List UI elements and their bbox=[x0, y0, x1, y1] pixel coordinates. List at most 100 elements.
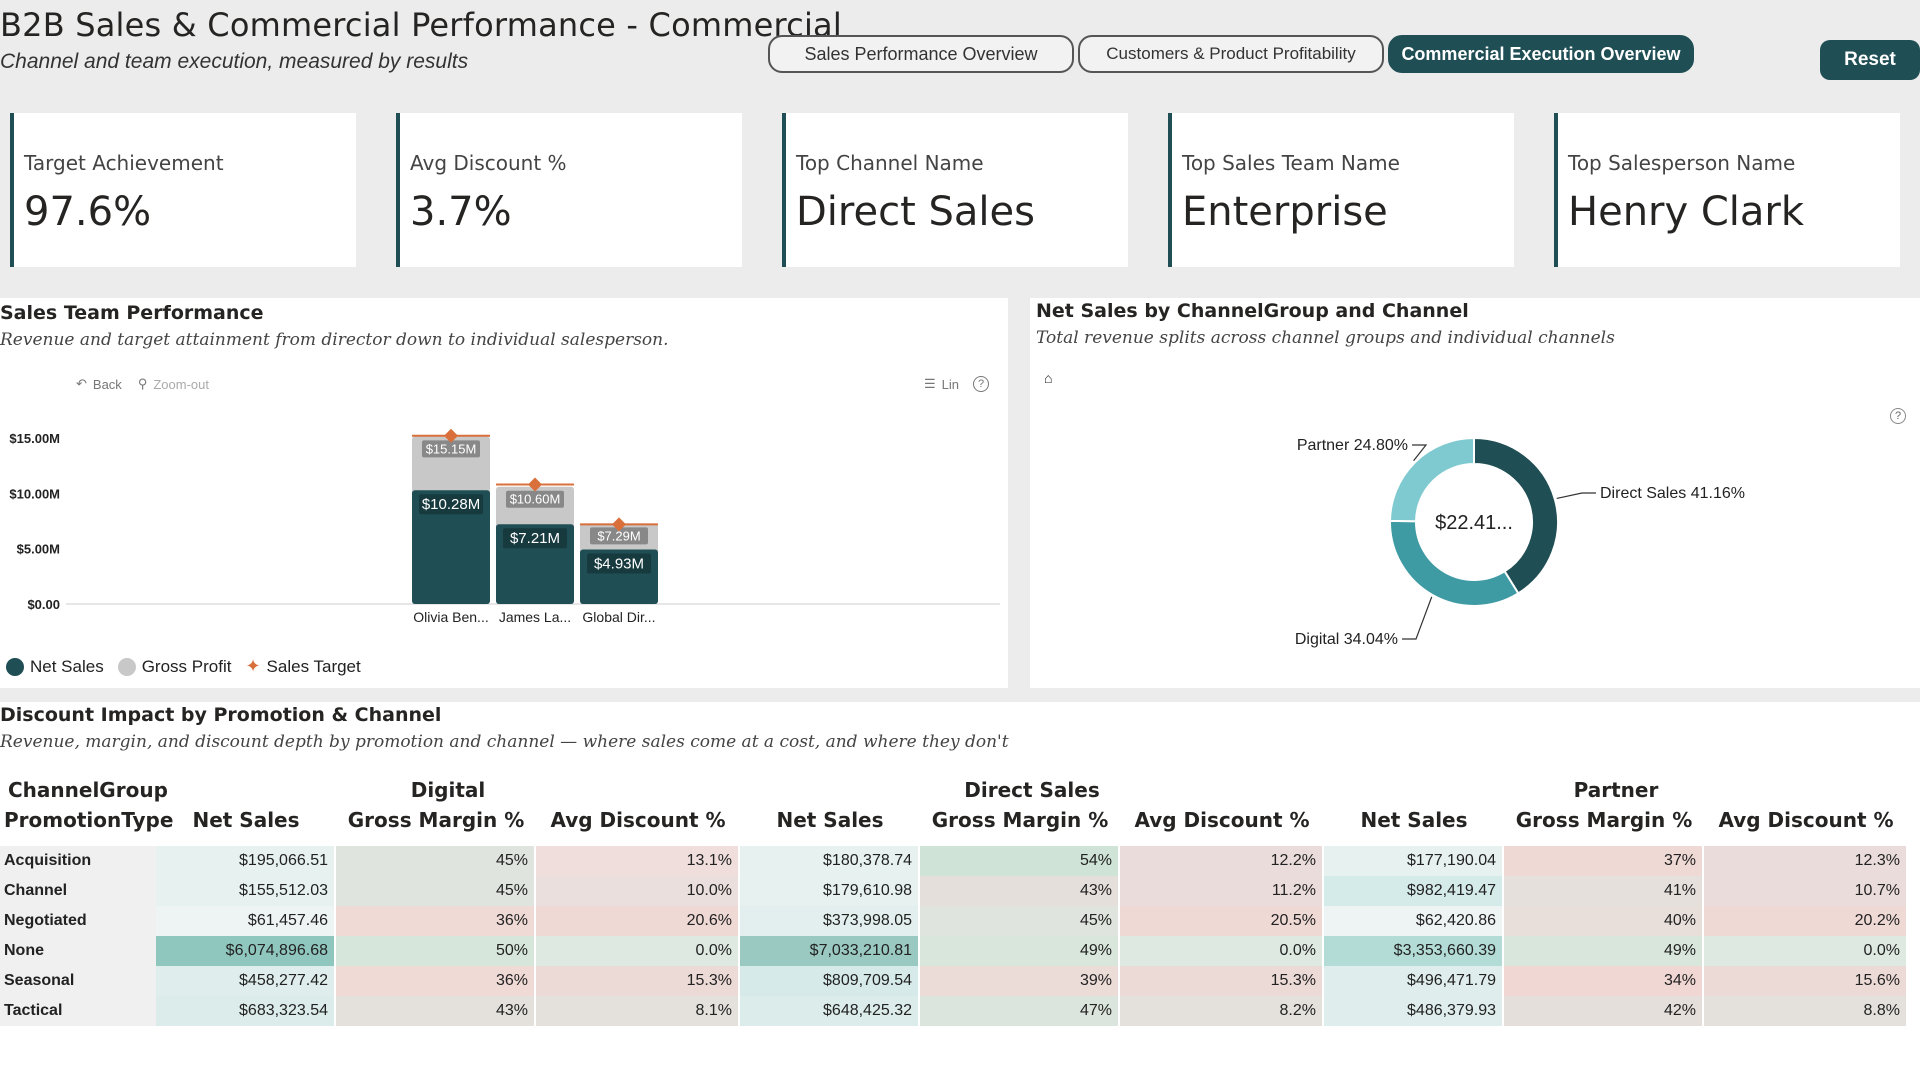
table-cell: 43% bbox=[920, 876, 1118, 906]
zoom-out-icon[interactable]: ⚲ bbox=[137, 376, 148, 391]
data-label-bg bbox=[419, 494, 483, 515]
column-group-header: Digital bbox=[410, 778, 486, 802]
reset-button[interactable]: Reset bbox=[1820, 40, 1920, 80]
column-header: Net Sales bbox=[776, 808, 884, 832]
panel-title: Discount Impact by Promotion & Channel bbox=[0, 704, 442, 726]
legend-item-sales-target[interactable]: ✦ Sales Target bbox=[245, 656, 361, 676]
table-cell: 15.6% bbox=[1704, 966, 1906, 996]
table-cell: $62,420.86 bbox=[1324, 906, 1502, 936]
table-cell: 45% bbox=[920, 906, 1118, 936]
tab-customers-product-profitability[interactable]: Customers & Product Profitability bbox=[1078, 35, 1384, 73]
lin-toggle[interactable]: Lin bbox=[941, 376, 960, 392]
table-cell: $809,709.54 bbox=[740, 966, 918, 996]
y-tick-label: $0.00 bbox=[27, 597, 60, 612]
help-icon[interactable]: ? bbox=[973, 376, 990, 392]
table-cell: 8.8% bbox=[1704, 996, 1906, 1026]
donut-leader-line bbox=[1556, 492, 1596, 500]
list-icon[interactable]: ☰ bbox=[924, 376, 936, 391]
donut-hole bbox=[1420, 468, 1528, 576]
data-label-bg bbox=[503, 528, 567, 549]
row-label[interactable]: Negotiated bbox=[0, 906, 156, 936]
table-cell: 36% bbox=[336, 906, 534, 936]
table-cell: $982,419.47 bbox=[1324, 876, 1502, 906]
kpi-card-top-channel: Top Channel Name Direct Sales bbox=[782, 113, 1128, 267]
kpi-value: 3.7% bbox=[410, 189, 512, 235]
data-label-net-sales: $7.21M bbox=[510, 530, 560, 547]
table-cell: $373,998.05 bbox=[740, 906, 918, 936]
kpi-card-avg-discount: Avg Discount % 3.7% bbox=[396, 113, 742, 267]
kpi-label: Top Salesperson Name bbox=[1568, 151, 1796, 175]
table-cell: $7,033,210.81 bbox=[740, 936, 918, 966]
table-cell: 8.2% bbox=[1120, 996, 1322, 1026]
table-cell: $6,074,896.68 bbox=[156, 936, 334, 966]
sales-target-marker bbox=[444, 428, 458, 443]
row-label[interactable]: Seasonal bbox=[0, 966, 156, 996]
sales-team-bar-chart: $15.00M $10.00M $5.00M $0.00 $15.15M $10.28M O… bbox=[9, 428, 1000, 625]
y-tick-label: $5.00M bbox=[17, 542, 60, 557]
column-header: Gross Margin % bbox=[1515, 808, 1693, 832]
kpi-label: Top Channel Name bbox=[796, 151, 984, 175]
back-button[interactable]: Back bbox=[92, 376, 122, 392]
legend-item-net-sales[interactable]: Net Sales bbox=[6, 657, 104, 677]
kpi-card-top-sales-team: Top Sales Team Name Enterprise bbox=[1168, 113, 1514, 267]
data-label-bg bbox=[422, 440, 480, 458]
legend-item-gross-profit[interactable]: Gross Profit bbox=[117, 657, 231, 677]
back-icon[interactable]: ↶ bbox=[76, 376, 87, 391]
kpi-card-top-salesperson: Top Salesperson Name Henry Clark bbox=[1554, 113, 1900, 267]
row-label[interactable]: Channel bbox=[0, 876, 156, 906]
column-group-header: Partner bbox=[1573, 778, 1659, 802]
row-label[interactable]: Tactical bbox=[0, 996, 156, 1026]
table-cell: 15.3% bbox=[1120, 966, 1322, 996]
table-cell: 20.5% bbox=[1120, 906, 1322, 936]
table-cell: 0.0% bbox=[1120, 936, 1322, 966]
kpi-label: Avg Discount % bbox=[410, 151, 567, 175]
table-cell: $496,471.79 bbox=[1324, 966, 1502, 996]
table-cell: 8.1% bbox=[536, 996, 738, 1026]
x-tick-label: Global Dir... bbox=[582, 609, 655, 625]
table-cell: $458,277.42 bbox=[156, 966, 334, 996]
column-header: Net Sales bbox=[192, 808, 300, 832]
data-label-gross-profit: $7.29M bbox=[597, 528, 640, 543]
table-cell: 34% bbox=[1504, 966, 1702, 996]
donut-slice-label: Partner 24.80% bbox=[1297, 437, 1408, 454]
table-cell: $177,190.04 bbox=[1324, 846, 1502, 876]
table-cell: 54% bbox=[920, 846, 1118, 876]
kpi-card-target-achievement: Target Achievement 97.6% bbox=[10, 113, 356, 267]
donut-slice-label: Direct Sales 41.16% bbox=[1600, 485, 1745, 502]
row-label[interactable]: Acquisition bbox=[0, 846, 156, 876]
table-cell: 45% bbox=[336, 846, 534, 876]
panel-subtitle: Total revenue splits across channel grou… bbox=[1036, 328, 1615, 348]
kpi-label: Target Achievement bbox=[24, 151, 224, 175]
table-cell: 10.7% bbox=[1704, 876, 1906, 906]
panel-title: Net Sales by ChannelGroup and Channel bbox=[1036, 300, 1469, 322]
tab-commercial-execution-overview[interactable]: Commercial Execution Overview bbox=[1388, 35, 1694, 73]
data-label-bg bbox=[587, 553, 651, 574]
sales-target-marker bbox=[528, 477, 542, 492]
table-cell: 12.3% bbox=[1704, 846, 1906, 876]
table-cell: $3,353,660.39 bbox=[1324, 936, 1502, 966]
data-label-net-sales: $10.28M bbox=[422, 496, 480, 513]
table-cell: 49% bbox=[1504, 936, 1702, 966]
table-cell: $180,378.74 bbox=[740, 846, 918, 876]
home-icon[interactable]: ⌂ bbox=[1044, 370, 1053, 386]
kpi-value: Direct Sales bbox=[796, 189, 1035, 235]
donut-leader-line bbox=[1412, 444, 1428, 462]
column-header: Avg Discount % bbox=[1718, 808, 1894, 832]
table-cell: 11.2% bbox=[1120, 876, 1322, 906]
sales-target-marker bbox=[612, 517, 626, 532]
help-icon[interactable]: ? bbox=[1890, 408, 1906, 424]
column-header: Avg Discount % bbox=[550, 808, 726, 832]
channel-panel: Net Sales by ChannelGroup and Channel To… bbox=[1030, 298, 1920, 688]
column-header: Gross Margin % bbox=[347, 808, 525, 832]
tab-sales-performance-overview[interactable]: Sales Performance Overview bbox=[768, 35, 1074, 73]
table-cell: 13.1% bbox=[536, 846, 738, 876]
data-label-bg bbox=[590, 527, 648, 545]
row-header-channelgroup: ChannelGroup bbox=[8, 778, 168, 802]
table-cell: $195,066.51 bbox=[156, 846, 334, 876]
table-cell: 0.0% bbox=[536, 936, 738, 966]
donut-center-label: $22.41... bbox=[1435, 512, 1513, 534]
row-label[interactable]: None bbox=[0, 936, 156, 966]
table-cell: $486,379.93 bbox=[1324, 996, 1502, 1026]
zoom-out-button[interactable]: Zoom-out bbox=[153, 376, 209, 392]
table-cell: 50% bbox=[336, 936, 534, 966]
